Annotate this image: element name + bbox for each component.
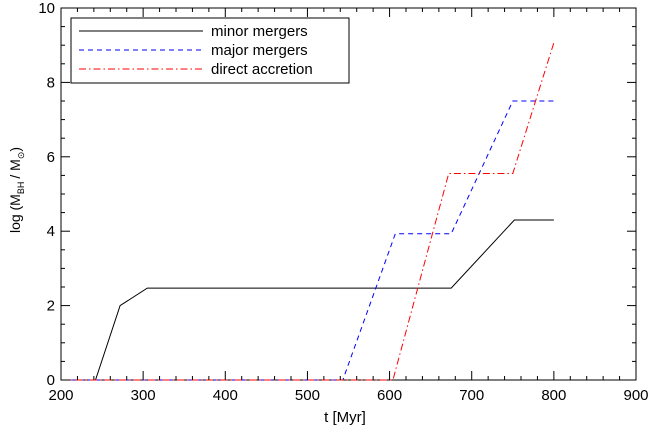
y-axis-label-prefix: log (M (7, 194, 23, 233)
y-tick-label: 2 (47, 298, 55, 315)
x-tick-label: 700 (459, 387, 484, 404)
series-line-direct-accretion (61, 42, 555, 381)
x-tick-label: 800 (541, 387, 566, 404)
x-tick-label: 200 (48, 387, 73, 404)
y-tick-label: 8 (47, 74, 55, 91)
y-tick-label: 6 (47, 149, 55, 166)
series-line-major-mergers (61, 100, 554, 381)
y-tick-label: 4 (47, 223, 55, 240)
legend-label: major mergers (211, 42, 308, 59)
series-line-minor-mergers (61, 219, 554, 381)
x-tick-label: 600 (377, 387, 402, 404)
axes-layer: 200 300 400 500 600 700 800 900 0 2 4 6 8 10 (38, 0, 648, 404)
x-tick-label: 900 (623, 387, 648, 404)
x-axis-label: t [Myr] (324, 409, 366, 426)
y-axis-label-sub2: ⊙ (16, 152, 26, 160)
x-tick-label: 500 (295, 387, 320, 404)
y-tick-label: 10 (38, 0, 55, 17)
y-tick-label: 0 (47, 372, 55, 389)
x-tick-label: 300 (131, 387, 156, 404)
y-axis-label-sub1: BH (16, 182, 26, 195)
y-axis-label-suffix: ) (7, 147, 23, 152)
legend: minor mergers major mergers direct accreti… (70, 17, 350, 84)
legend-label: minor mergers (211, 23, 308, 40)
legend-label: direct accretion (211, 61, 313, 78)
y-axis-label: log (MBH / M⊙) (7, 147, 26, 233)
x-tick-label: 400 (213, 387, 238, 404)
y-axis-label-mid: / M (7, 159, 23, 178)
series-layer (61, 42, 555, 381)
